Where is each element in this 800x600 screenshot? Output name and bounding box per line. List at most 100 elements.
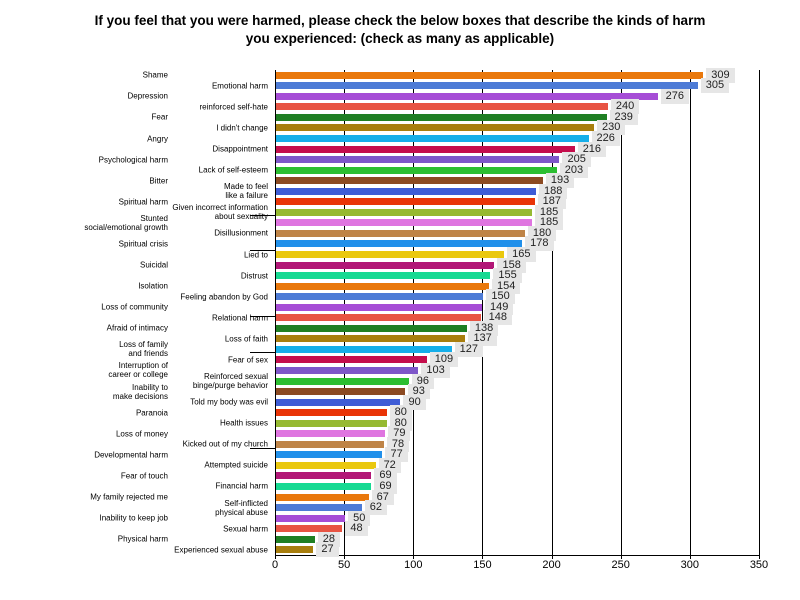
- x-axis-tick: [689, 555, 691, 559]
- bar: [276, 377, 409, 385]
- category-label: Emotional harm: [211, 81, 268, 91]
- bar: [276, 219, 532, 227]
- bar: [276, 124, 595, 132]
- bar: [276, 324, 467, 332]
- category-label: Made to feel like a failure: [223, 182, 268, 201]
- category-label: Feeling abandon by God: [180, 292, 268, 302]
- x-axis-tick: [344, 555, 346, 559]
- category-label: Interruption of career or college: [108, 361, 168, 380]
- category-label: Bitter: [149, 176, 168, 186]
- y-axis-tick: [250, 448, 276, 449]
- bar: [276, 156, 560, 164]
- bar: [276, 82, 698, 90]
- category-label: Lied to: [243, 250, 268, 259]
- category-label: Psychological harm: [98, 155, 168, 165]
- gridline: [344, 70, 346, 555]
- category-label: My family rejected me: [90, 492, 168, 502]
- bar: [276, 546, 314, 554]
- gridline: [620, 70, 622, 555]
- category-label: Relational harm: [211, 313, 268, 323]
- category-label: Given incorrect information about sexual…: [172, 203, 268, 222]
- bar: [276, 472, 372, 480]
- category-label: Spiritual crisis: [118, 239, 168, 249]
- bar: [276, 103, 608, 111]
- bar: [276, 409, 387, 417]
- category-label: Inability to make decisions: [112, 382, 168, 401]
- x-axis-label: 200: [542, 559, 561, 571]
- category-label: Paranoia: [135, 408, 168, 418]
- bar: [276, 187, 536, 195]
- plot-area: 309 305 276 240 239 230 226 216 205 203 193 188 187 1…: [250, 67, 760, 558]
- gridline: [551, 70, 553, 555]
- bar: [276, 493, 369, 501]
- category-label: Inability to keep job: [99, 513, 169, 523]
- category-label: Reinforced sexual binge/purge behavior: [192, 372, 268, 391]
- category-label: Told my body was evil: [190, 397, 268, 407]
- bar: [276, 388, 405, 396]
- gridline: [689, 70, 691, 555]
- bar: [276, 430, 386, 438]
- category-label: Suicidal: [139, 260, 168, 270]
- category-label: Physical harm: [117, 534, 168, 544]
- bar: [276, 198, 535, 206]
- category-label: reinforced self-hate: [199, 102, 268, 112]
- x-axis-tick: [551, 555, 553, 559]
- bar: [276, 240, 523, 248]
- category-label: I didn't change: [216, 123, 268, 133]
- bar: [276, 145, 575, 153]
- x-axis-tick: [759, 555, 760, 559]
- bar: [276, 440, 384, 448]
- category-label: Disappointment: [212, 144, 268, 154]
- x-axis-label: 50: [338, 559, 351, 571]
- bar: [276, 314, 481, 322]
- bar: [276, 71, 704, 79]
- x-axis-tick: [413, 555, 415, 559]
- category-label: Experienced sexual abuse: [174, 545, 268, 555]
- x-axis-label: 250: [611, 559, 630, 571]
- bar: [276, 208, 532, 216]
- bar-value-label: 127: [454, 341, 483, 357]
- y-axis-tick: [250, 250, 276, 251]
- gridline: [759, 70, 760, 555]
- bar: [276, 113, 607, 121]
- bar: [276, 92, 658, 100]
- bar: [276, 229, 525, 237]
- category-label: Health issues: [219, 418, 268, 428]
- bar: [276, 251, 505, 258]
- category-label: Isolation: [138, 281, 168, 291]
- gridline: [413, 70, 415, 555]
- category-label: Sexual harm: [223, 524, 268, 534]
- category-label: Financial harm: [215, 481, 268, 491]
- x-axis-label: 100: [404, 559, 423, 571]
- x-axis-tick: [275, 555, 276, 559]
- category-label: Loss of community: [101, 302, 168, 312]
- bar: [276, 525, 343, 533]
- bar: [276, 451, 383, 459]
- category-label: Stunted social/emotional growth: [84, 213, 168, 232]
- category-label: Disillusionment: [214, 228, 268, 238]
- category-label: Depression: [127, 91, 168, 101]
- bar: [276, 261, 495, 269]
- category-label: Lack of self-esteem: [198, 165, 268, 175]
- bar: [276, 398, 401, 406]
- bar: [276, 293, 484, 301]
- x-axis-label: 350: [749, 559, 769, 571]
- bar: [276, 461, 376, 469]
- bar-value-label: 305: [700, 78, 730, 94]
- y-axis-tick: [250, 316, 276, 317]
- bar-value-label: 27: [316, 542, 339, 558]
- bar: [276, 345, 452, 353]
- bar: [276, 419, 387, 427]
- bar: [276, 335, 466, 343]
- category-label: Developmental harm: [94, 450, 168, 460]
- bar-value-label: 276: [660, 88, 690, 104]
- category-label: Loss of faith: [224, 334, 268, 344]
- bar: [276, 482, 372, 490]
- bar: [276, 535, 315, 543]
- bar: [276, 272, 491, 280]
- x-axis-tick: [482, 555, 484, 559]
- bar: [276, 504, 362, 512]
- bar: [276, 282, 489, 290]
- bar: [276, 514, 346, 522]
